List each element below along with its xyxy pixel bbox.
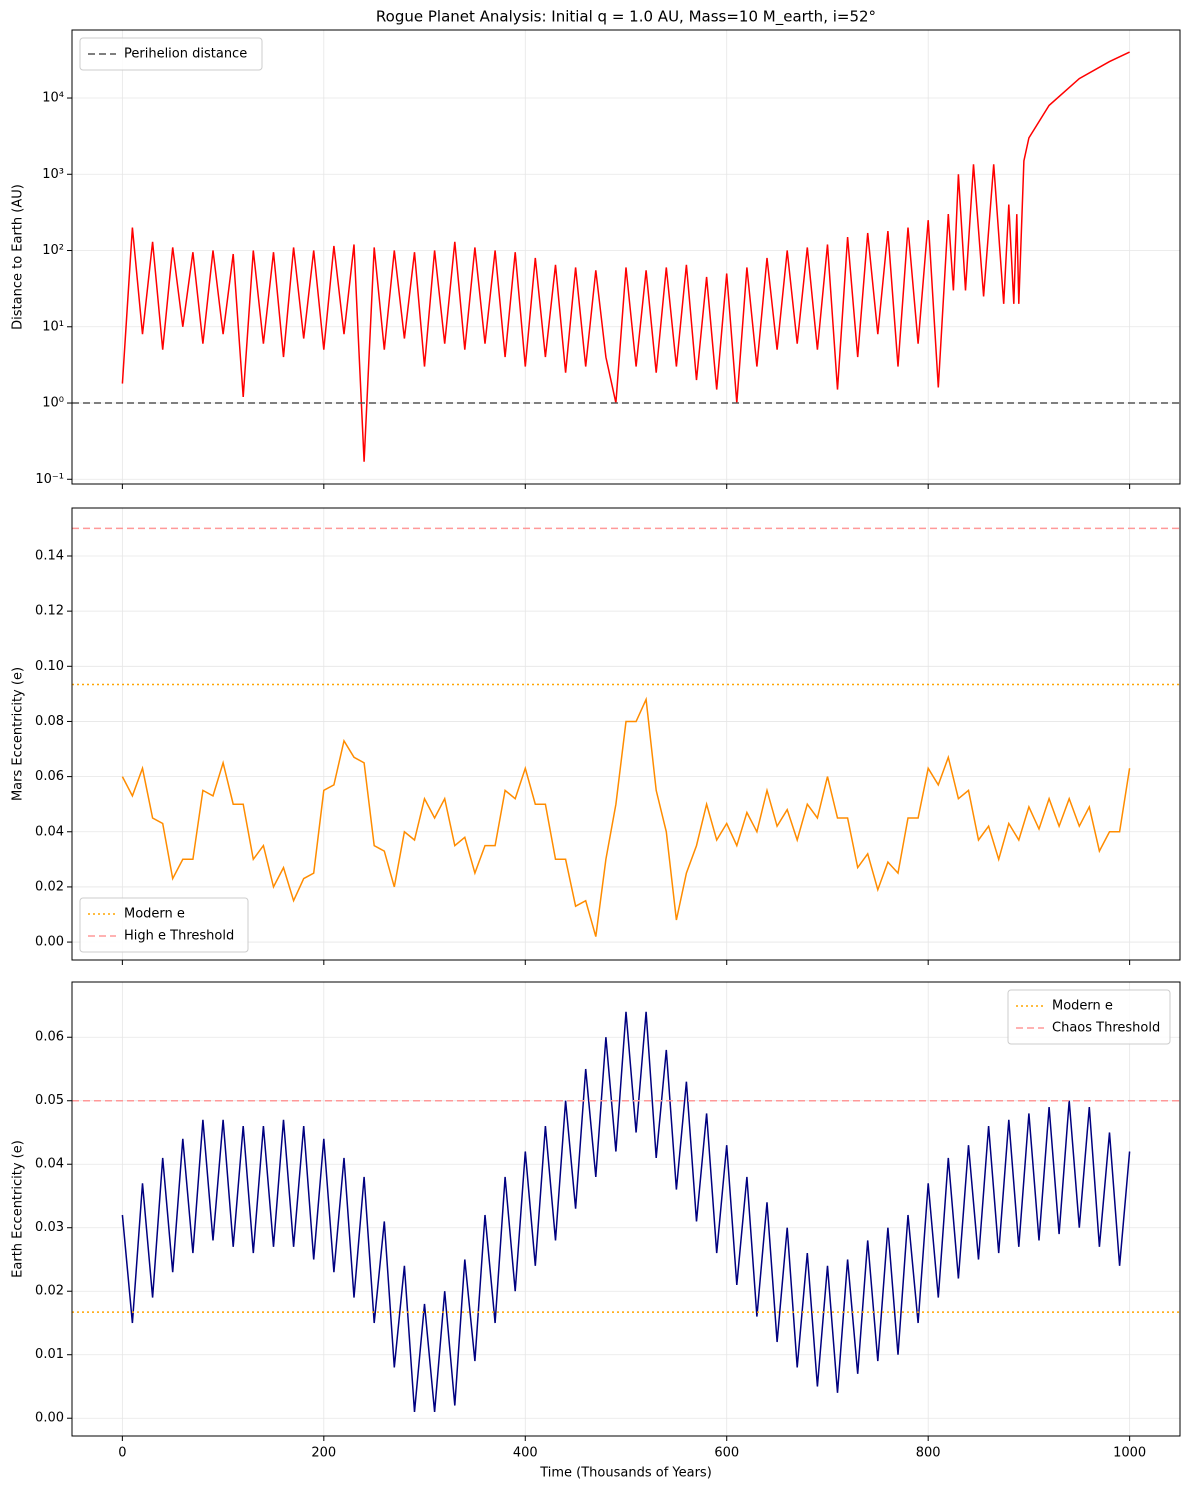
y-tick-label: 0.02 bbox=[35, 879, 64, 894]
legend-label: Modern e bbox=[124, 907, 185, 922]
x-tick-label: 200 bbox=[311, 1446, 336, 1461]
axes-frame bbox=[71, 507, 1181, 961]
legend-label: Modern e bbox=[1052, 999, 1113, 1014]
y-tick-label: 0.03 bbox=[35, 1220, 64, 1235]
y-tick-label: 0.08 bbox=[35, 714, 64, 729]
legend-box bbox=[79, 897, 249, 953]
y-tick-label: 0.00 bbox=[35, 935, 64, 950]
y-tick-label: 0.06 bbox=[35, 1030, 64, 1045]
x-tick-label: 400 bbox=[513, 1446, 538, 1461]
y-tick-label: 0.06 bbox=[35, 769, 64, 784]
y-tick-label: 0.12 bbox=[35, 604, 64, 619]
axes-frame bbox=[71, 981, 1181, 1437]
y-tick-label: 10⁻¹ bbox=[35, 472, 64, 487]
legend-label: Perihelion distance bbox=[124, 47, 247, 62]
data-line bbox=[121, 696, 1131, 937]
x-tick-label: 0 bbox=[118, 1446, 126, 1461]
chart-title: Rogue Planet Analysis: Initial q = 1.0 A… bbox=[376, 8, 876, 27]
axes-frame bbox=[71, 29, 1181, 485]
legend-box bbox=[79, 37, 263, 71]
x-tick-label: 600 bbox=[714, 1446, 739, 1461]
y-tick-label: 0.02 bbox=[35, 1284, 64, 1299]
y-axis-label: Mars Eccentricity (e) bbox=[11, 667, 26, 801]
x-axis-label: Time (Thousands of Years) bbox=[539, 1466, 712, 1481]
data-line bbox=[121, 51, 1130, 462]
legend-box bbox=[1007, 989, 1171, 1045]
y-tick-label: 0.05 bbox=[35, 1093, 64, 1108]
y-tick-label: 10⁴ bbox=[42, 91, 64, 106]
x-tick-label: 800 bbox=[916, 1446, 941, 1461]
y-tick-label: 10¹ bbox=[42, 319, 64, 334]
y-tick-label: 0.14 bbox=[35, 548, 64, 563]
data-line bbox=[121, 1011, 1131, 1412]
y-tick-label: 10⁰ bbox=[42, 396, 64, 411]
x-tick-label: 1000 bbox=[1113, 1446, 1146, 1461]
y-tick-label: 10² bbox=[42, 243, 64, 258]
y-tick-label: 10³ bbox=[42, 167, 64, 182]
y-tick-label: 0.04 bbox=[35, 824, 64, 839]
y-axis-label: Earth Eccentricity (e) bbox=[11, 1140, 26, 1278]
y-axis-label: Distance to Earth (AU) bbox=[11, 184, 26, 330]
legend-label: High e Threshold bbox=[124, 929, 234, 944]
legend-label: Chaos Threshold bbox=[1052, 1021, 1160, 1036]
y-tick-label: 0.04 bbox=[35, 1157, 64, 1172]
y-tick-label: 0.10 bbox=[35, 659, 64, 674]
y-tick-label: 0.01 bbox=[35, 1347, 64, 1362]
y-tick-label: 0.00 bbox=[35, 1411, 64, 1426]
